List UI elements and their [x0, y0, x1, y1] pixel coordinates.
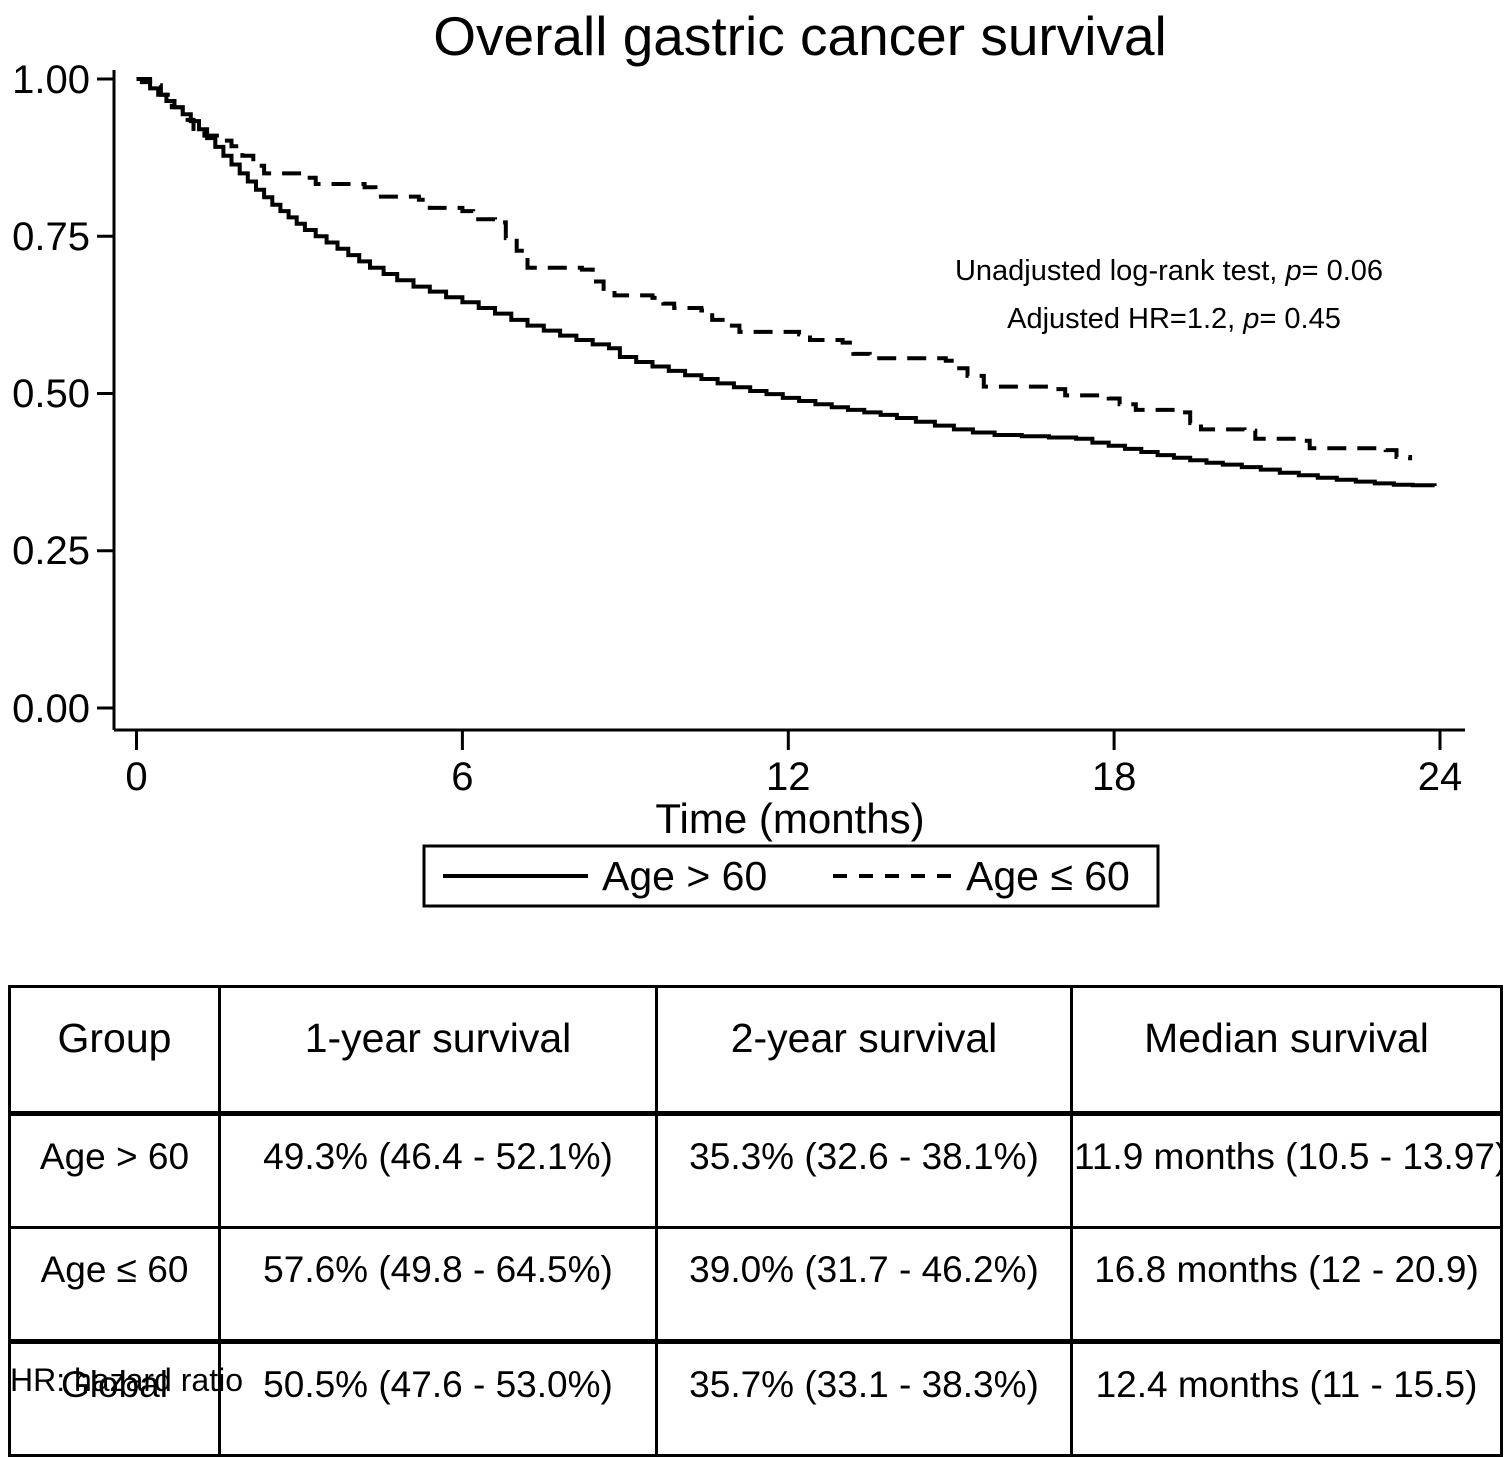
cell-global-median: 12.4 months (11 - 15.5) [1070, 1341, 1503, 1456]
table-header-2-year-survival: 2-year survival [655, 986, 1073, 1114]
summary-table-container: Group 1-year survival 2-year survival Me… [8, 985, 1503, 1457]
annotation-log-rank-value: = 0.06 [1302, 255, 1383, 287]
x-axis-title: Time (months) [655, 795, 924, 842]
x-tick-label-18: 18 [1092, 755, 1137, 799]
cell-age-under-60-2y: 39.0% (31.7 - 46.2%) [655, 1227, 1073, 1342]
table-header-1-year-survival: 1-year survival [218, 986, 658, 1114]
figure-overall-gastric-cancer-survival: Overall gastric cancer survival 1.00 0.7… [8, 5, 1503, 1457]
table-row-age-over-60: Age > 60 49.3% (46.4 - 52.1%) 35.3% (32.… [8, 1113, 1503, 1228]
y-tick-label-1.00: 1.00 [12, 58, 90, 102]
legend: Age > 60 Age ≤ 60 [422, 844, 1160, 908]
annotation-hazard-ratio: Adjusted HR=1.2, p= 0.45 [1007, 303, 1341, 335]
table-header-group: Group [8, 986, 221, 1114]
footnote-hr-definition: HR: hazard ratio [10, 1362, 243, 1398]
annotation-hr-value: = 0.45 [1259, 303, 1340, 335]
row-label-age-over-60: Age > 60 [8, 1113, 221, 1228]
x-tick-label-24: 24 [1418, 755, 1463, 799]
table-header-row: Group 1-year survival 2-year survival Me… [8, 986, 1503, 1114]
y-tick-label-0.00: 0.00 [12, 687, 90, 731]
row-label-age-under-60: Age ≤ 60 [8, 1227, 221, 1342]
y-tick-label-0.25: 0.25 [12, 529, 90, 573]
cell-age-under-60-1y: 57.6% (49.8 - 64.5%) [218, 1227, 658, 1342]
cell-age-over-60-2y: 35.3% (32.6 - 38.1%) [655, 1113, 1073, 1228]
annotation-hr-pre: Adjusted HR=1.2, [1007, 303, 1243, 335]
survival-summary-table: Group 1-year survival 2-year survival Me… [8, 985, 1503, 1457]
annotation-log-rank: Unadjusted log-rank test, p= 0.06 [955, 255, 1383, 287]
annotation-log-rank-p: p [1284, 255, 1301, 287]
legend-label-age-over-60: Age > 60 [602, 853, 767, 899]
legend-label-age-under-60: Age ≤ 60 [966, 853, 1130, 899]
survival-chart: Overall gastric cancer survival 1.00 0.7… [12, 5, 1465, 908]
curve-age-under-60 [136, 77, 1413, 461]
x-tick-label-6: 6 [451, 755, 473, 799]
y-tick-label-0.75: 0.75 [12, 215, 90, 259]
table-header-median-survival: Median survival [1070, 986, 1503, 1114]
cell-global-1y: 50.5% (47.6 - 53.0%) [218, 1341, 658, 1456]
table-row-age-under-60: Age ≤ 60 57.6% (49.8 - 64.5%) 39.0% (31.… [8, 1227, 1503, 1342]
y-tick-label-0.50: 0.50 [12, 372, 90, 416]
cell-global-2y: 35.7% (33.1 - 38.3%) [655, 1341, 1073, 1456]
y-axis-ticks [97, 77, 114, 710]
chart-title: Overall gastric cancer survival [433, 5, 1167, 67]
cell-age-over-60-median: 11.9 months (10.5 - 13.97) [1070, 1113, 1503, 1228]
cell-age-under-60-median: 16.8 months (12 - 20.9) [1070, 1227, 1503, 1342]
cell-age-over-60-1y: 49.3% (46.4 - 52.1%) [218, 1113, 658, 1228]
x-tick-label-12: 12 [766, 755, 811, 799]
x-tick-label-0: 0 [125, 755, 147, 799]
annotation-hr-p: p [1242, 303, 1259, 335]
curve-age-over-60 [136, 77, 1437, 488]
annotation-log-rank-pre: Unadjusted log-rank test, [955, 255, 1285, 287]
x-axis-ticks [135, 730, 1442, 750]
